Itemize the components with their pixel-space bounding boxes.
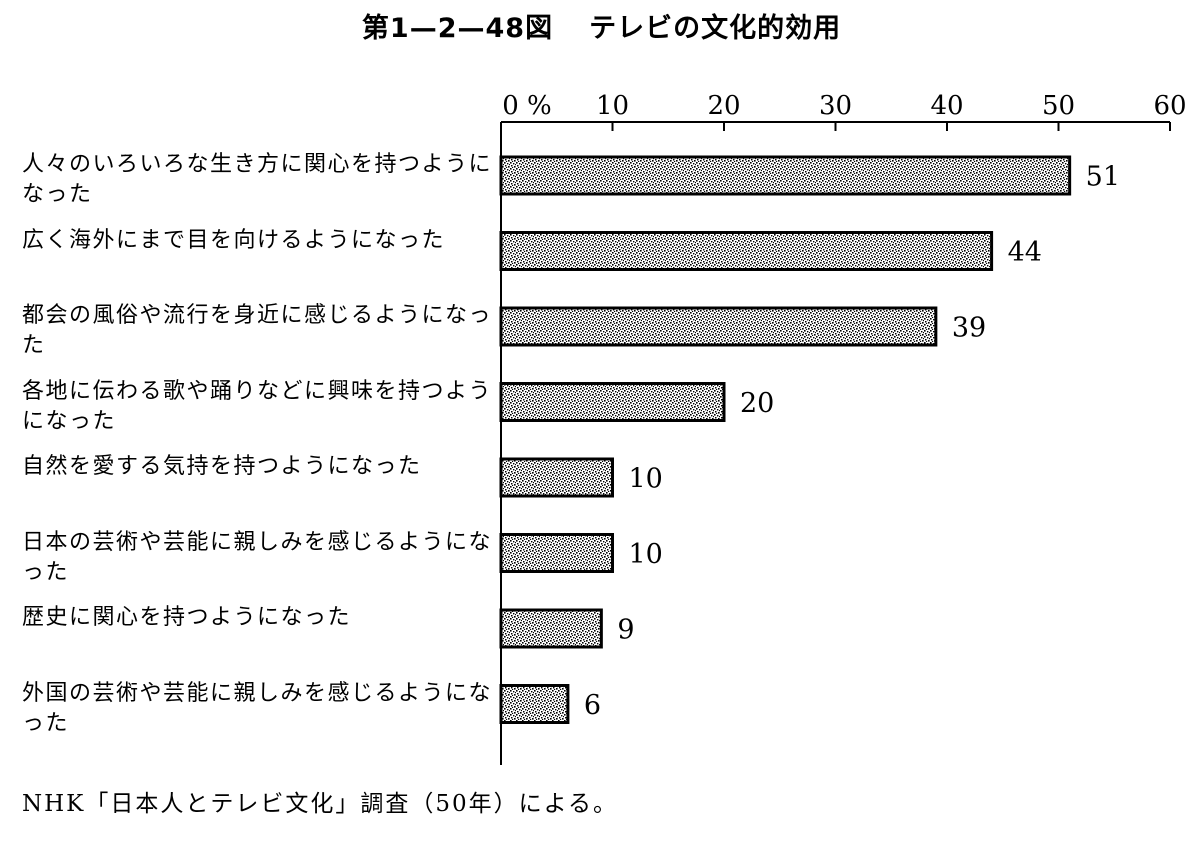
value-label: 39 [952,313,986,344]
x-tick-label: 60 [1153,91,1186,121]
value-label: 10 [629,464,663,495]
bar [499,231,994,271]
bar [499,608,603,649]
bar [499,457,614,498]
category-label: 歴史に関心を持つようになった [22,605,352,630]
x-axis: 0 % 10 20 30 40 50 60 [500,91,1187,765]
category-label: 自然を愛する気持を持つようになった [22,454,422,479]
chart-title: 第1—2—48図 テレビの文化的効用 [0,6,1203,45]
bar [499,155,1072,196]
x-tick-label: 30 [819,91,852,121]
bars: 51 44 39 20 10 10 9 6 [499,155,1120,724]
category-label: 人々のいろいろな生き方に関心を持つようになった [22,152,493,207]
category-label: 広く海外にまで目を向けるようになった [22,227,446,253]
x-tick-label: 10 [596,91,629,121]
x-tick-label: 50 [1042,91,1075,121]
x-tick-label: 0 % [502,91,552,121]
value-label: 10 [629,539,663,570]
figure-number: 第1—2—48図 [361,13,554,44]
bar [499,533,614,573]
source-note: NHK「日本人とテレビ文化」調査（50年）による。 [22,791,618,817]
value-label: 20 [740,388,774,419]
x-tick-label: 20 [707,91,740,121]
value-label: 9 [617,615,634,646]
bar [499,382,726,422]
value-label: 51 [1086,162,1120,193]
category-label: 日本の芸術や芸能に親しみを感じるようになった [22,529,493,585]
x-tick-label: 40 [930,91,963,121]
category-label: 都会の風俗や流行を身近に感じるようになった [22,303,493,358]
value-label: 6 [584,690,601,721]
bar [499,306,938,347]
figure-title: テレビの文化的効用 [589,13,842,44]
category-label: 外国の芸術や芸能に親しみを感じるようになった [22,680,493,736]
value-label: 44 [1008,237,1042,268]
bar [499,684,570,724]
category-label: 各地に伝わる歌や踊りなどに興味を持つようになった [22,378,493,434]
